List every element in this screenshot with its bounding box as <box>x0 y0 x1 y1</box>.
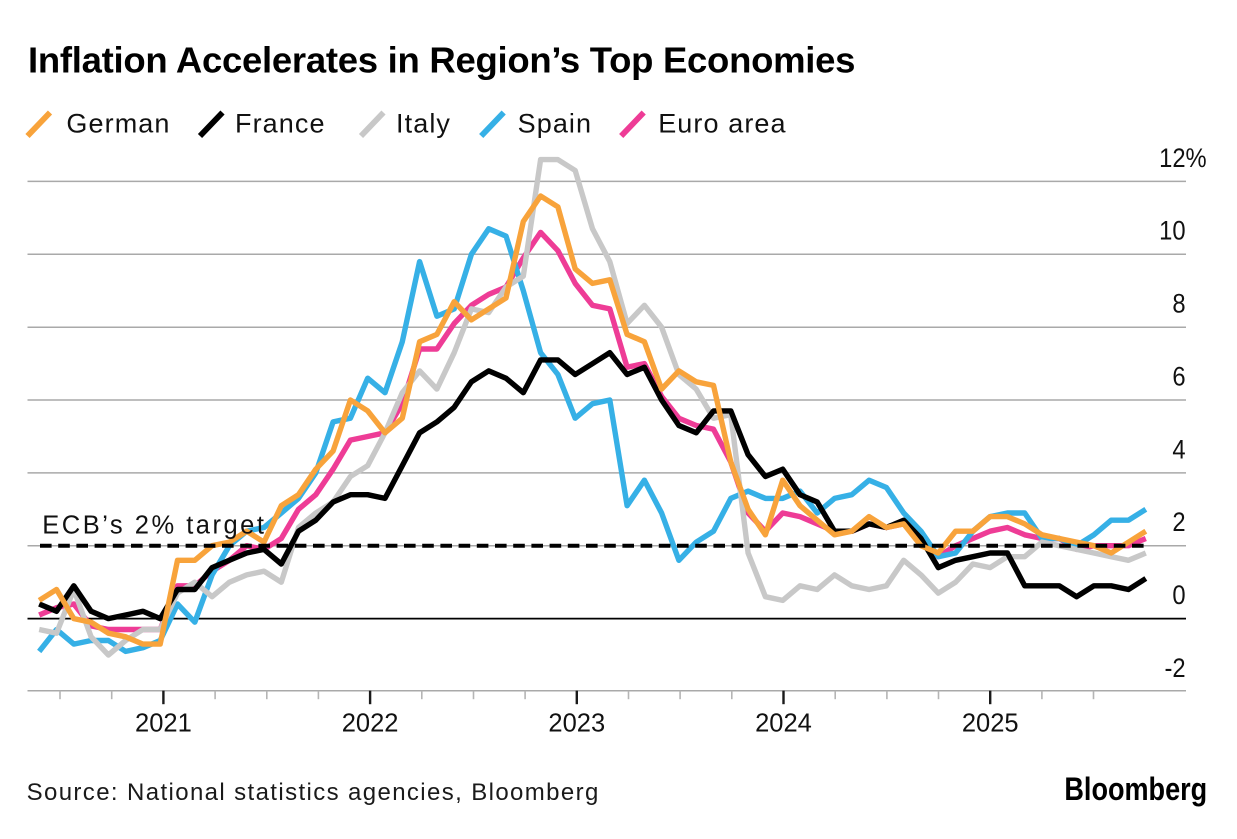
svg-text:%: % <box>1186 143 1207 173</box>
svg-text:-2: -2 <box>1164 654 1185 684</box>
svg-text:2024: 2024 <box>755 710 812 738</box>
svg-text:German: German <box>66 109 170 139</box>
svg-text:2: 2 <box>1172 508 1185 538</box>
svg-text:Inflation Accelerates in Regio: Inflation Accelerates in Region’s Top Ec… <box>28 40 855 81</box>
svg-text:2022: 2022 <box>342 710 399 738</box>
svg-text:6: 6 <box>1172 362 1185 392</box>
svg-text:Source: National statistics ag: Source: National statistics agencies, Bl… <box>27 779 600 806</box>
svg-text:8: 8 <box>1172 289 1185 319</box>
svg-text:0: 0 <box>1172 581 1185 611</box>
svg-text:4: 4 <box>1172 435 1185 465</box>
svg-text:Italy: Italy <box>396 109 451 139</box>
svg-text:2025: 2025 <box>962 710 1019 738</box>
svg-text:2021: 2021 <box>135 710 192 738</box>
svg-text:France: France <box>235 109 326 139</box>
svg-text:12: 12 <box>1159 143 1185 173</box>
svg-text:Bloomberg: Bloomberg <box>1064 772 1207 808</box>
svg-text:Euro area: Euro area <box>658 109 786 139</box>
svg-text:10: 10 <box>1159 216 1185 246</box>
svg-text:2023: 2023 <box>548 710 605 738</box>
svg-text:ECB’s 2% target: ECB’s 2% target <box>42 511 266 539</box>
svg-text:Spain: Spain <box>518 109 593 139</box>
